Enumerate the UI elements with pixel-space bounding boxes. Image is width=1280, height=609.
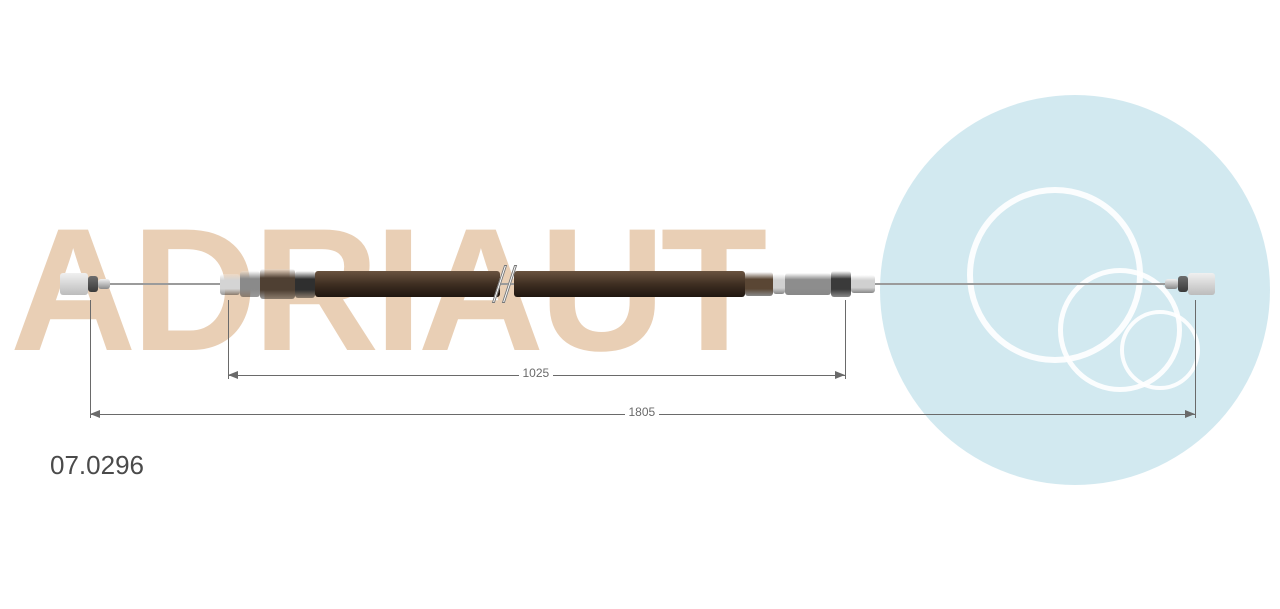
dimension-arrow-left xyxy=(228,371,238,379)
sheath-left xyxy=(315,271,500,297)
left-fitting-2 xyxy=(260,269,295,299)
dimension-extension xyxy=(845,300,846,379)
left-fitting-3 xyxy=(295,271,315,298)
dimension-extension xyxy=(90,300,91,418)
left-fitting-0 xyxy=(220,274,240,295)
dimension-arrow-right xyxy=(1185,410,1195,418)
left-terminal-stem xyxy=(98,279,111,289)
part-number: 07.0296 xyxy=(50,450,144,481)
right-terminal-body xyxy=(1188,273,1216,295)
right-fitting-3 xyxy=(831,271,851,296)
dimension-arrow-right xyxy=(835,371,845,379)
dimension-label: 1805 xyxy=(625,405,660,419)
watermark-ring xyxy=(1120,310,1200,390)
right-fitting-1 xyxy=(773,274,785,293)
left-terminal-collar xyxy=(88,276,98,291)
right-fitting-2 xyxy=(785,273,831,296)
diagram-canvas: ADRIAUT 10251805 07.0296 xyxy=(0,0,1280,609)
sheath-right xyxy=(514,271,745,297)
dimension-arrow-left xyxy=(90,410,100,418)
dimension-extension xyxy=(1195,300,1196,418)
left-fitting-1 xyxy=(240,271,260,297)
left-terminal-body xyxy=(60,273,88,295)
right-fitting-0 xyxy=(745,272,773,296)
right-terminal-collar xyxy=(1178,276,1188,291)
dimension-extension xyxy=(228,300,229,379)
right-terminal-stem xyxy=(1165,279,1178,289)
dimension-label: 1025 xyxy=(519,366,554,380)
right-fitting-4 xyxy=(851,275,875,293)
